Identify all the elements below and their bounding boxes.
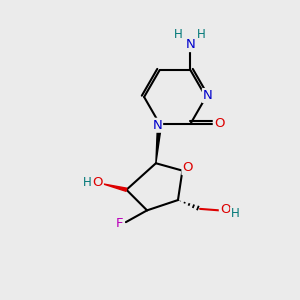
Text: O: O — [92, 176, 103, 189]
Text: O: O — [214, 117, 224, 130]
Text: N: N — [186, 38, 195, 51]
Text: O: O — [182, 161, 193, 174]
Text: H: H — [83, 176, 92, 189]
Polygon shape — [103, 184, 127, 191]
Text: F: F — [116, 217, 124, 230]
Polygon shape — [156, 124, 162, 163]
Text: N: N — [152, 119, 162, 132]
Text: N: N — [203, 89, 213, 102]
Text: H: H — [196, 28, 205, 41]
Text: H: H — [174, 28, 183, 41]
Text: H: H — [231, 207, 240, 220]
Text: O: O — [220, 203, 230, 216]
